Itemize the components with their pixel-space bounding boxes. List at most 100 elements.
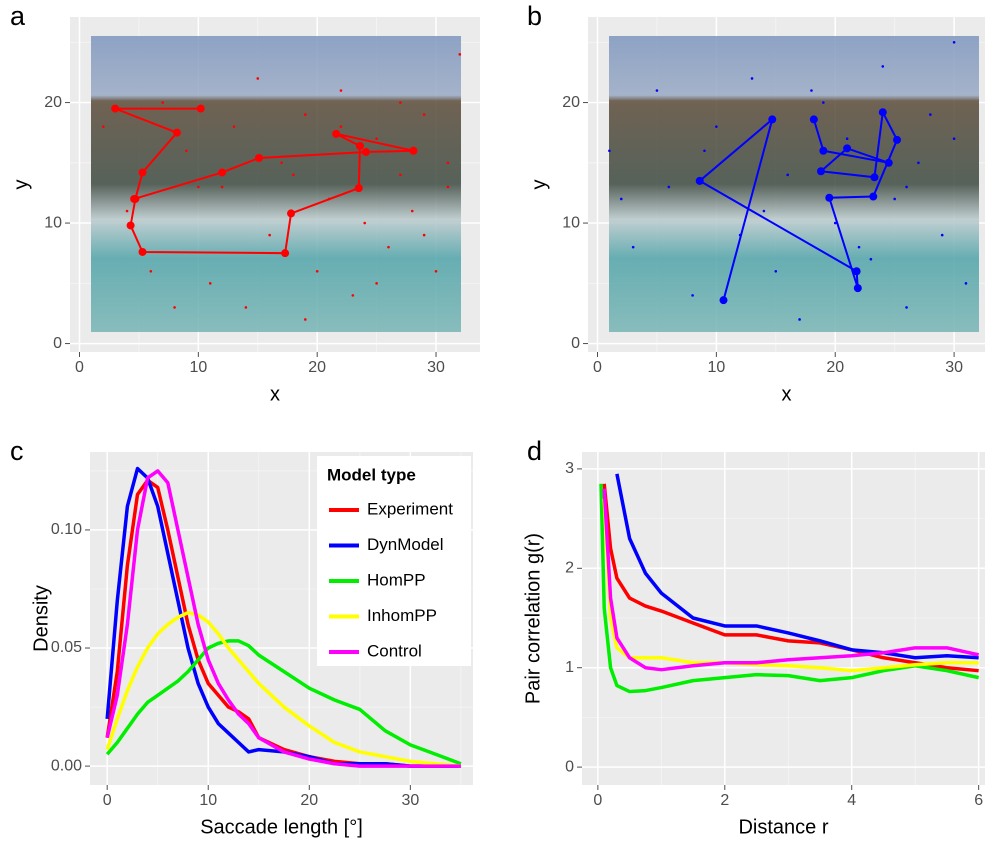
fixation-point [244,306,248,309]
fixation-point [703,149,706,153]
fixation-point [869,257,873,261]
panel-label: d [527,436,542,466]
y-tick-label: 2 [565,560,574,577]
x-axis-title: Saccade length [°] [200,816,363,838]
series-line [105,469,461,768]
fixation-point [631,245,635,249]
fixation-point [339,89,343,92]
fixation-point [822,101,825,104]
fixation-point [387,245,390,249]
panel-label: c [10,436,24,466]
fixation-point [304,318,307,321]
series-line [105,466,461,768]
fixation-point [833,221,837,225]
fixation-point [256,77,260,80]
legend-label: DynModel [367,535,444,554]
scanpath-fixation [409,146,418,155]
fixation-point [363,221,367,225]
scanpath-fixation [281,249,290,258]
fixation-point [929,113,932,116]
x-tick-label: 20 [308,359,326,376]
fixation-point [774,269,778,273]
legend-label: Control [367,641,422,660]
fixation-point [149,269,153,273]
fixation-point [280,161,283,165]
series-line [105,610,462,768]
y-tick-label: 10 [562,214,580,231]
fixation-point [339,125,343,128]
scanpath-fixation [172,128,181,137]
fixation-point [845,137,849,141]
fixation-point [940,233,944,237]
scanpath-fixation [361,147,370,156]
fixation-point [786,173,789,177]
scanpath-fixation [870,173,879,182]
fixation-point [857,245,861,249]
fixation-point [399,173,402,177]
x-tick-label: 0 [593,359,602,376]
y-tick-label: 0.10 [51,521,82,538]
x-tick-label: 30 [427,359,445,376]
x-tick-label: 0 [75,359,84,376]
fixation-point [410,209,414,213]
fixation-point [208,282,212,285]
fixation-point [655,89,659,92]
x-tick-label: 0 [103,792,112,809]
fixation-point [446,161,450,165]
scanpath-fixation [332,129,341,138]
x-tick-label: 20 [300,792,318,809]
y-tick-label: 0 [565,758,574,775]
fixation-point [422,113,426,116]
series-line [602,483,979,673]
fixation-point [197,185,200,189]
fixation-point [458,53,462,56]
fixation-point [185,149,188,153]
scanpath-fixation [354,184,363,193]
x-tick-label: 10 [189,359,207,376]
scanpath-fixation [138,168,147,177]
scanpath-fixation [254,153,263,162]
fixation-point [608,149,611,153]
scanpath-fixation [852,267,861,276]
scanpath-fixation [816,167,825,176]
scanpath-fixation [130,194,139,203]
scanpath-fixation [843,144,852,153]
fixation-point [762,209,766,213]
background-photo [609,36,979,332]
fixation-point [893,197,896,201]
x-tick-label: 0 [593,792,602,809]
panel-label: a [10,1,26,31]
series-line [602,488,980,672]
fixation-point [375,282,378,285]
legend-label: InhomPP [367,606,437,625]
y-axis-title: y [10,180,32,190]
fixation-point [434,269,438,273]
x-tick-label: 30 [401,792,419,809]
x-tick-label: 10 [199,792,217,809]
y-tick-label: 0.00 [51,757,82,774]
fixation-point [315,269,319,273]
legend-label: Experiment [367,499,453,518]
scanpath-fixation [869,192,878,201]
y-tick-label: 10 [44,214,62,231]
y-tick-label: 1 [565,659,574,676]
scanpath-fixation [287,209,296,218]
fixation-point [268,233,271,237]
fixation-point [446,185,450,189]
x-tick-label: 6 [974,792,983,809]
scanpath-fixation [809,115,818,124]
scanpath-fixation [695,176,704,185]
fixation-point [917,161,920,165]
y-axis-title: y [528,180,550,190]
y-tick-label: 3 [565,460,574,477]
y-tick-label: 20 [562,94,580,111]
fixation-point [125,209,129,213]
scanpath-fixation [878,108,887,117]
x-axis-title: x [782,383,792,405]
fixation-point [667,185,671,189]
fixation-point [232,125,236,128]
y-tick-label: 20 [44,94,62,111]
fixation-point [619,197,623,201]
x-tick-label: 30 [945,359,963,376]
